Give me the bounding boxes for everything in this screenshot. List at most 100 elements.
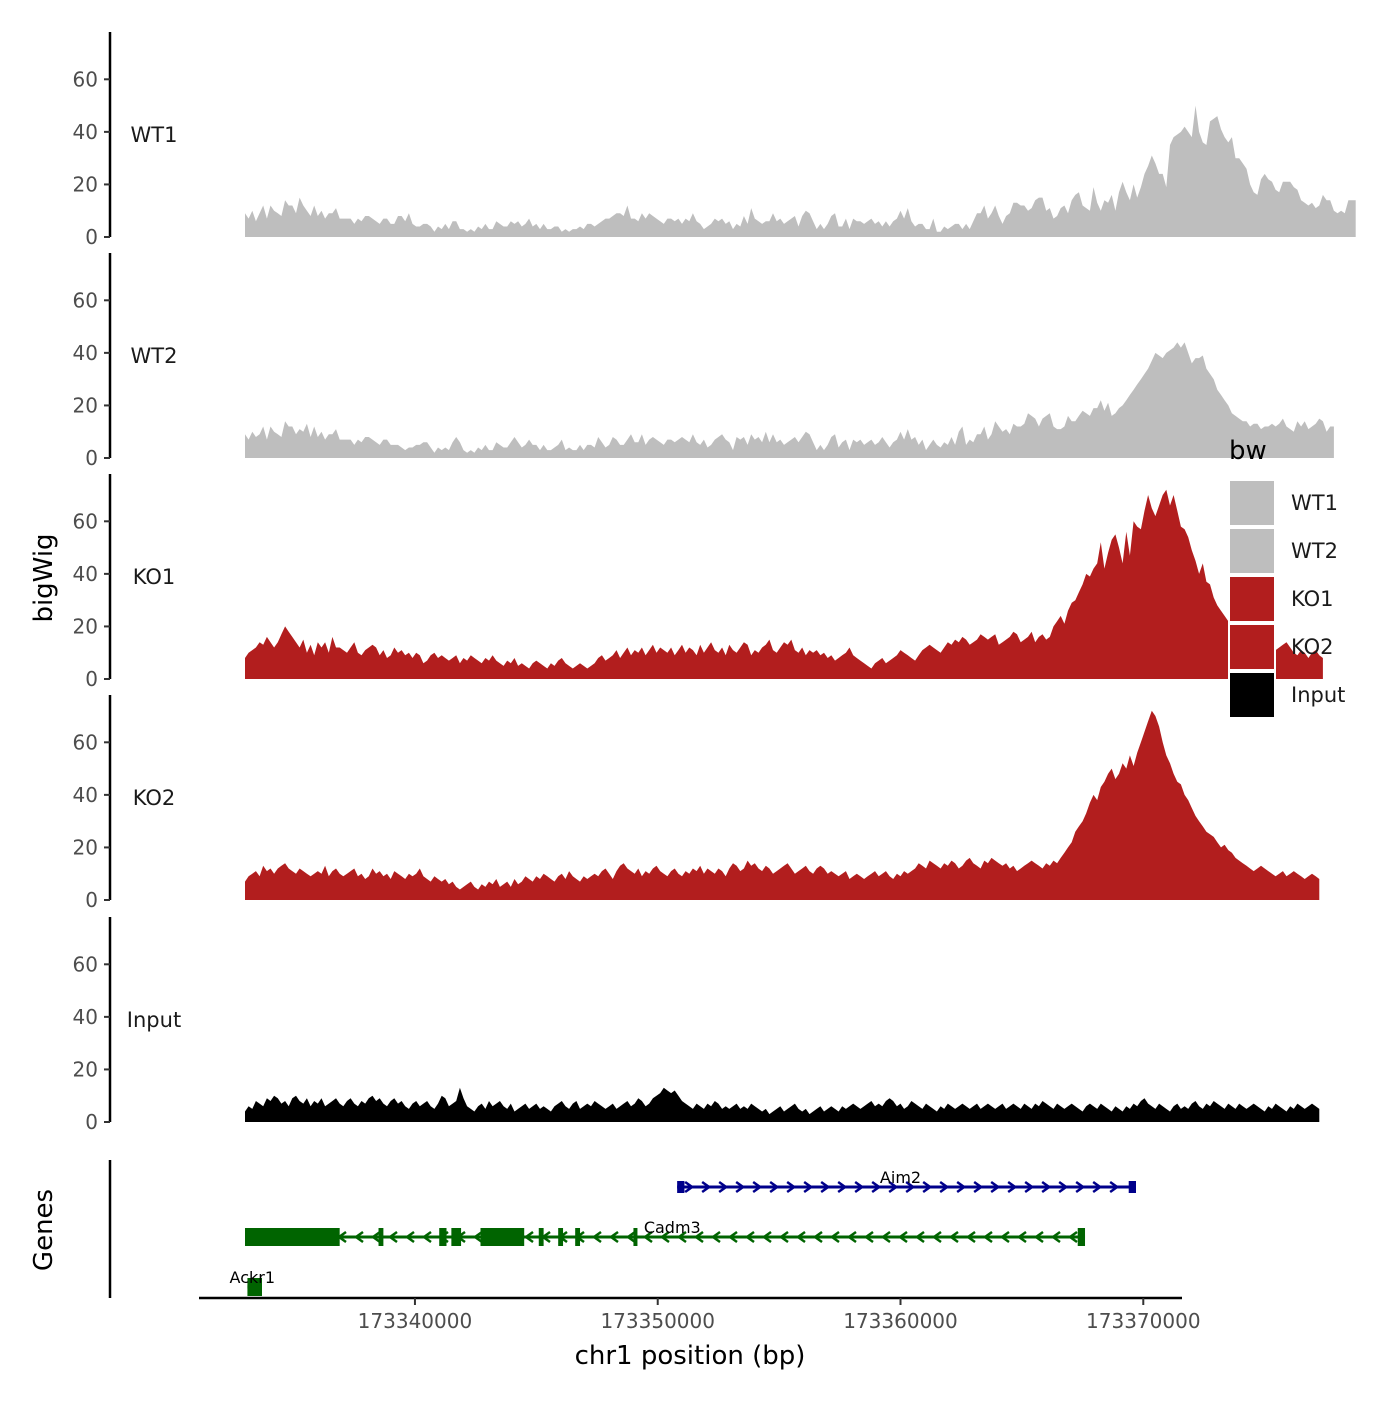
exon-block — [451, 1228, 462, 1246]
strand-chevron — [1092, 1180, 1103, 1194]
strand-chevron — [837, 1180, 848, 1194]
x-tick-label: 173340000 — [358, 1309, 473, 1333]
strand-chevron — [676, 1230, 687, 1244]
y-tick-label: 40 — [73, 783, 98, 807]
y-tick-label: 0 — [85, 1110, 98, 1134]
coverage-area — [245, 1087, 1320, 1122]
y-tick-label: 60 — [73, 730, 98, 754]
coverage-area — [245, 105, 1356, 237]
strand-chevron — [1033, 1230, 1044, 1244]
y-tick-label: 0 — [85, 446, 98, 470]
y-tick-label: 40 — [73, 341, 98, 365]
y-tick-label: 60 — [73, 67, 98, 91]
strand-chevron — [1109, 1180, 1120, 1194]
exon-block — [247, 1278, 262, 1296]
x-tick-label: 173350000 — [600, 1309, 715, 1333]
track-label: KO1 — [133, 565, 176, 589]
strand-chevron — [1024, 1180, 1035, 1194]
track-wt2: 0 20 40 60 WT2 — [73, 253, 1334, 470]
strand-chevron — [880, 1230, 891, 1244]
exon-block — [439, 1228, 447, 1246]
strand-chevron — [973, 1180, 984, 1194]
strand-chevron — [990, 1180, 1001, 1194]
exon-block — [538, 1228, 544, 1246]
strand-chevron — [829, 1230, 840, 1244]
strand-chevron — [761, 1230, 772, 1244]
strand-chevron — [948, 1230, 959, 1244]
strand-chevron — [752, 1180, 763, 1194]
strand-chevron — [693, 1230, 704, 1244]
strand-chevron — [710, 1230, 721, 1244]
exon-block — [558, 1228, 564, 1246]
gene-track: Aim2 Cadm3 Ackr1 — [108, 1160, 1136, 1298]
exon-block — [1128, 1181, 1136, 1193]
track-label: WT1 — [131, 123, 178, 147]
strand-chevron — [1016, 1230, 1027, 1244]
gene-ackr1: Ackr1 — [230, 1268, 275, 1296]
strand-chevron — [1041, 1180, 1052, 1194]
strand-chevron — [922, 1180, 933, 1194]
strand-chevron — [888, 1180, 899, 1194]
strand-chevron — [701, 1180, 712, 1194]
y-tick-label: 40 — [73, 562, 98, 586]
exon-block — [1077, 1228, 1086, 1246]
exon-block — [575, 1228, 581, 1246]
strand-chevron — [591, 1230, 602, 1244]
strand-chevron — [956, 1180, 967, 1194]
exon-block — [245, 1228, 340, 1246]
strand-chevron — [795, 1230, 806, 1244]
strand-chevron — [999, 1230, 1010, 1244]
track-label: Input — [127, 1008, 181, 1032]
strand-chevron — [684, 1180, 695, 1194]
strand-chevron — [735, 1180, 746, 1194]
strand-chevron — [965, 1230, 976, 1244]
strand-chevron — [786, 1180, 797, 1194]
gene-label: Aim2 — [880, 1168, 921, 1187]
strand-chevron — [387, 1230, 398, 1244]
coverage-tracks: 0 20 40 60 WT1 0 20 40 60 WT2 0 20 40 60 KO1 0 20 40 60 KO2… — [73, 32, 1356, 1134]
legend-swatch-wt1 — [1228, 479, 1276, 527]
gene-label: Cadm3 — [644, 1218, 701, 1237]
legend: bw WT1 WT2 KO1 KO2 Input — [1228, 436, 1345, 719]
legend-swatch-ko2 — [1228, 623, 1276, 671]
legend-label-wt1: WT1 — [1291, 491, 1338, 515]
legend-label-input: Input — [1291, 683, 1345, 707]
strand-chevron — [897, 1230, 908, 1244]
strand-chevron — [353, 1230, 364, 1244]
exon-block — [480, 1228, 525, 1246]
strand-chevron — [642, 1230, 653, 1244]
coverage-area — [245, 489, 1323, 679]
y-tick-label: 20 — [73, 1057, 98, 1081]
legend-swatch-input — [1228, 671, 1276, 719]
strand-chevron — [863, 1230, 874, 1244]
strand-chevron — [871, 1180, 882, 1194]
track-input: 0 20 40 60 Input — [73, 917, 1320, 1134]
strand-chevron — [812, 1230, 823, 1244]
x-axis: 173340000 173350000 173360000 173370000 — [199, 1296, 1201, 1333]
strand-chevron — [905, 1180, 916, 1194]
y-tick-label: 60 — [73, 952, 98, 976]
strand-chevron — [608, 1230, 619, 1244]
y-tick-label: 0 — [85, 225, 98, 249]
strand-chevron — [404, 1230, 415, 1244]
y-tick-label: 40 — [73, 120, 98, 144]
y-tick-label: 0 — [85, 667, 98, 691]
strand-chevron — [1075, 1180, 1086, 1194]
track-wt1: 0 20 40 60 WT1 — [73, 32, 1356, 249]
strand-chevron — [744, 1230, 755, 1244]
gene-cadm3: Cadm3 — [245, 1218, 1086, 1246]
strand-chevron — [370, 1230, 381, 1244]
y-tick-label: 20 — [73, 393, 98, 417]
strand-chevron — [659, 1230, 670, 1244]
x-axis-title: chr1 position (bp) — [575, 1341, 806, 1371]
track-label: WT2 — [131, 344, 178, 368]
x-tick-label: 173360000 — [843, 1309, 958, 1333]
strand-chevron — [914, 1230, 925, 1244]
y-tick-label: 60 — [73, 509, 98, 533]
exon-block — [677, 1181, 685, 1193]
legend-label-ko2: KO2 — [1291, 635, 1334, 659]
exon-block — [633, 1228, 638, 1246]
strand-chevron — [523, 1230, 534, 1244]
strand-chevron — [421, 1230, 432, 1244]
legend-label-wt2: WT2 — [1291, 539, 1338, 563]
